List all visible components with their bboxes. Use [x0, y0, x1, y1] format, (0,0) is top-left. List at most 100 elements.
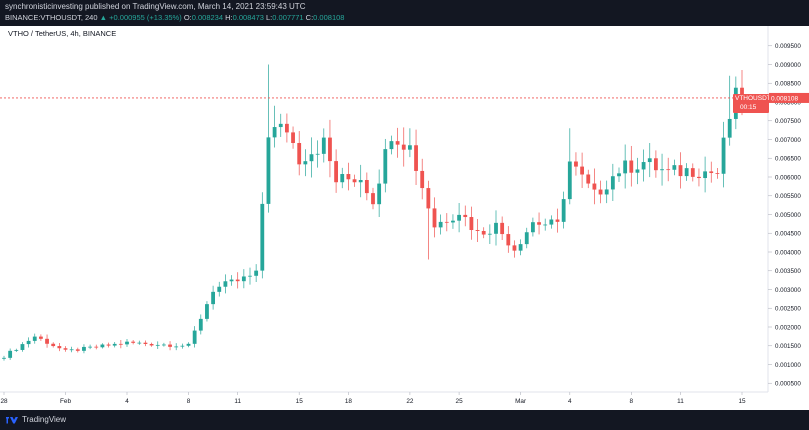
candle-body	[666, 169, 671, 171]
candle-body	[598, 189, 603, 195]
candle-body	[543, 224, 548, 226]
candle-body	[451, 220, 455, 223]
candle-body	[709, 171, 714, 174]
candle-body	[88, 346, 93, 348]
candle-body	[94, 346, 99, 348]
candle-body	[328, 137, 332, 162]
candle-body	[51, 343, 56, 347]
candle-body	[377, 183, 382, 205]
candle-body	[500, 222, 505, 235]
price-tick-label: 0.003500	[775, 268, 801, 275]
candle-body	[205, 304, 209, 319]
open-label: O:	[183, 13, 192, 22]
candle-body	[168, 344, 172, 347]
candle-body	[395, 141, 400, 145]
candle-body	[604, 189, 609, 195]
candle-body	[574, 161, 578, 167]
time-tick-label: 15	[738, 398, 746, 405]
candle-body	[352, 179, 357, 183]
price-tick-label: 0.004000	[775, 249, 801, 256]
candle-body	[69, 349, 74, 351]
candle-body	[106, 344, 111, 346]
price-tick-label: 0.001500	[775, 343, 801, 350]
price-tick-label: 0.005000	[775, 212, 801, 219]
candle-body	[272, 127, 277, 138]
candle-body	[407, 145, 412, 150]
close-label: C:	[305, 13, 314, 22]
candle-body	[721, 137, 726, 174]
chart-area[interactable]: VTHO / TetherUS, 4h, BINANCE 0.009500 0.0…	[0, 26, 809, 410]
tradingview-logo-icon	[6, 417, 18, 424]
price-tick-label: 0.001000	[775, 362, 801, 369]
price-tag-symbol: VTHOUSDT	[735, 95, 771, 102]
candle-body	[481, 230, 486, 235]
footer-brand: TradingView	[22, 415, 67, 424]
ohlc-line: BINANCE:VTHOUSDT, 240 ▲ +0.000955 (+13.3…	[5, 13, 344, 23]
candle-body	[358, 180, 363, 183]
candle-body	[100, 344, 105, 348]
candlestick-chart[interactable]: VTHO / TetherUS, 4h, BINANCE 0.009500 0.0…	[0, 26, 809, 410]
time-tick-label: 11	[677, 398, 684, 405]
candle-body	[149, 343, 154, 346]
candle-body	[524, 232, 529, 245]
time-axis[interactable]: 28 Feb 4 8 11 15 18 22 25 Mar 4 8 11 15	[0, 392, 746, 405]
candle-body	[549, 219, 554, 225]
series-legend: VTHO / TetherUS, 4h, BINANCE	[8, 29, 116, 38]
candle-body	[180, 345, 185, 347]
candle-body	[340, 174, 345, 183]
candle-body	[303, 161, 308, 165]
candle-body	[186, 343, 191, 346]
footer-bar: TradingView	[0, 410, 809, 430]
price-tick-label: 0.009000	[775, 62, 801, 69]
time-tick-label: Feb	[60, 398, 71, 405]
candle-body	[610, 176, 615, 190]
candle-body	[143, 342, 148, 344]
candle-body	[174, 346, 179, 348]
candle-body	[494, 222, 498, 234]
candle-body	[155, 344, 160, 346]
candle-body	[2, 357, 6, 359]
candle-body	[592, 183, 597, 190]
time-tick-label: 8	[630, 398, 634, 405]
candle-body	[45, 338, 49, 344]
candle-body	[580, 166, 585, 175]
candle-body	[371, 193, 375, 205]
candle-body	[401, 144, 406, 150]
candle-body	[678, 165, 683, 177]
candle-body	[57, 346, 62, 349]
candle-body	[241, 276, 246, 282]
price-tick-label: 0.008500	[775, 81, 801, 88]
candle-body	[684, 168, 689, 177]
candle-body	[14, 349, 19, 351]
candle-body	[235, 279, 240, 282]
time-tick-label: Mar	[515, 398, 527, 405]
chart-header: synchronisticinvesting published on Trad…	[0, 0, 809, 26]
price-tick-label: 0.007500	[775, 118, 801, 125]
candle-body	[647, 158, 652, 163]
price-tick-label: 0.005500	[775, 193, 801, 200]
candle-body	[38, 336, 43, 339]
candle-body	[217, 286, 222, 292]
low-value: 0.007771	[272, 13, 304, 22]
candle-body	[469, 217, 474, 231]
candle-body	[254, 270, 259, 276]
candle-body	[512, 245, 517, 251]
candle-body	[383, 149, 388, 184]
candle-body	[260, 203, 265, 271]
candle-body	[506, 234, 511, 246]
candle-body	[82, 346, 86, 351]
candle-body	[75, 349, 80, 351]
close-value: 0.008108	[313, 13, 345, 22]
candle-body	[211, 291, 216, 305]
candles-layer	[2, 64, 744, 361]
candle-body	[586, 174, 591, 184]
price-tick-label: 0.006000	[775, 174, 801, 181]
price-tick-label: 0.009500	[775, 43, 801, 50]
candle-body	[414, 145, 418, 171]
low-label: L:	[266, 13, 273, 22]
symbol-interval: BINANCE:VTHOUSDT, 240	[5, 13, 98, 22]
candle-body	[125, 341, 129, 345]
candle-body	[321, 137, 326, 154]
candle-body	[475, 230, 480, 231]
candle-body	[629, 160, 634, 173]
